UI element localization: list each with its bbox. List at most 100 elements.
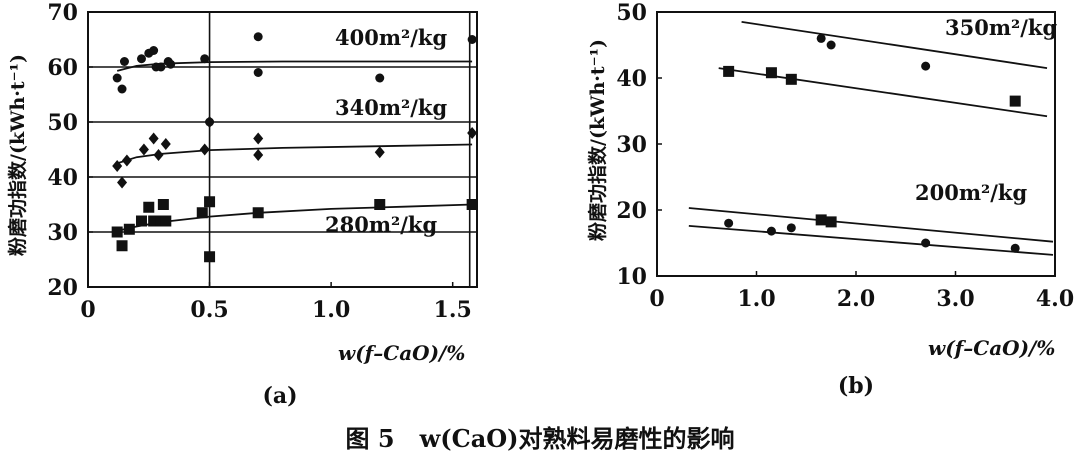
a-point-circle xyxy=(119,57,129,66)
a-point-diamond xyxy=(199,143,210,156)
a-fit-curve-0 xyxy=(116,60,473,72)
a-point-square xyxy=(157,199,169,210)
b-point-circle xyxy=(766,226,776,236)
a-x-axis-label: w(f–CaO)/% xyxy=(338,341,465,365)
a-point-diamond xyxy=(253,149,264,161)
b-point-square xyxy=(765,67,777,79)
b-x-axis-label: w(f–CaO)/% xyxy=(928,336,1055,360)
a-point-circle xyxy=(112,73,122,83)
b-y-tick-50: 50 xyxy=(616,0,647,26)
a-x-tick-labels: 0 0.5 1.0 1.5 xyxy=(80,282,472,323)
a-x-tick-1.5: 1.5 xyxy=(434,297,472,323)
a-point-circle xyxy=(253,32,263,42)
a-y-tick-20: 20 xyxy=(47,275,78,301)
b-series-label-350: 350m²/kg xyxy=(945,15,1057,40)
a-point-circle xyxy=(375,73,385,83)
a-y-tick-60: 60 xyxy=(47,55,78,81)
b-point-circle xyxy=(826,40,836,50)
figure-caption: 图 5 w(CaO)对熟料易磨性的影响 xyxy=(345,424,734,453)
a-point-square xyxy=(111,226,123,238)
a-point-circle xyxy=(253,68,263,77)
b-x-tick-labels: 0 1.0 2.0 3.0 4.0 xyxy=(649,271,1074,312)
a-point-diamond xyxy=(148,132,159,145)
a-point-circle xyxy=(200,54,210,64)
a-data-points xyxy=(111,32,478,263)
a-y-tick-40: 40 xyxy=(47,165,78,191)
a-plot-frame xyxy=(87,11,478,288)
a-y-tick-70: 70 xyxy=(47,0,78,26)
a-point-diamond xyxy=(112,160,123,172)
a-point-circle xyxy=(117,84,127,94)
b-series-label-200: 200m²/kg xyxy=(915,180,1027,205)
b-fit-lines xyxy=(688,21,1054,256)
a-point-square xyxy=(204,251,216,263)
a-point-square xyxy=(143,201,155,213)
b-point-circle xyxy=(921,61,931,71)
b-point-square xyxy=(825,216,837,228)
a-point-diamond xyxy=(117,176,128,189)
a-panel-label: (a) xyxy=(262,383,297,409)
b-point-circle xyxy=(921,238,931,248)
b-y-tick-30: 30 xyxy=(616,132,647,158)
a-point-circle xyxy=(136,54,146,64)
a-point-square xyxy=(466,199,478,210)
a-series-label-280: 280m²/kg xyxy=(325,212,437,237)
a-point-square xyxy=(116,240,128,252)
a-point-circle xyxy=(166,59,176,69)
panel-b: 10 20 30 40 50 0 1.0 2.0 3.0 4.0 350m²/kg 200m²/… xyxy=(586,0,1074,399)
a-point-diamond xyxy=(204,116,215,128)
b-y-tick-10: 10 xyxy=(616,264,647,290)
b-point-square xyxy=(723,65,735,77)
a-x-tick-0: 0 xyxy=(80,297,95,323)
a-fit-lines xyxy=(116,60,473,232)
a-point-diamond xyxy=(253,132,264,145)
b-x-tick-3.0: 3.0 xyxy=(936,286,974,312)
b-y-tick-20: 20 xyxy=(616,198,647,224)
a-point-diamond xyxy=(153,149,164,161)
a-point-square xyxy=(148,215,160,227)
b-fit-line-1-1 xyxy=(688,224,1054,256)
a-point-square xyxy=(123,223,135,235)
panel-a: 20 30 40 50 60 70 0 0.5 1.0 1.5 400m²/kg 340m²/k… xyxy=(6,0,478,409)
b-fit-line-1-0 xyxy=(688,207,1054,243)
a-point-square xyxy=(204,196,216,208)
a-y-tick-30: 30 xyxy=(47,220,78,246)
a-point-square xyxy=(135,215,147,227)
b-x-tick-1.0: 1.0 xyxy=(737,286,775,312)
a-point-square xyxy=(374,199,386,210)
b-y-tick-40: 40 xyxy=(616,66,647,92)
a-point-diamond xyxy=(374,146,385,159)
a-point-diamond xyxy=(160,138,171,150)
b-data-points xyxy=(723,33,1021,253)
a-point-circle xyxy=(149,46,159,55)
b-point-circle xyxy=(786,223,796,233)
b-point-square xyxy=(1009,95,1021,107)
b-x-tick-4.0: 4.0 xyxy=(1036,286,1074,312)
a-series-label-400: 400m²/kg xyxy=(335,25,447,50)
a-point-circle xyxy=(467,35,477,44)
b-point-square xyxy=(785,73,797,85)
a-y-tick-labels: 20 30 40 50 60 70 xyxy=(47,0,93,301)
b-point-circle xyxy=(1010,243,1020,253)
b-point-circle xyxy=(724,218,734,228)
a-series-label-340: 340m²/kg xyxy=(335,95,447,120)
a-point-diamond xyxy=(467,127,478,139)
a-y-tick-50: 50 xyxy=(47,110,78,136)
a-x-tick-1.0: 1.0 xyxy=(312,297,350,323)
b-panel-label: (b) xyxy=(838,373,874,399)
a-point-square xyxy=(252,207,264,219)
a-point-square xyxy=(160,215,172,227)
b-point-square xyxy=(815,214,827,226)
b-y-axis-label: 粉磨功指数/(kWh·t⁻¹) xyxy=(586,39,609,241)
a-point-diamond xyxy=(138,143,149,156)
b-fit-line-0-0 xyxy=(741,21,1048,69)
b-x-tick-2.0: 2.0 xyxy=(837,286,875,312)
a-point-circle xyxy=(156,62,166,72)
b-point-circle xyxy=(816,33,826,43)
a-x-tick-0.5: 0.5 xyxy=(190,297,228,323)
a-point-diamond xyxy=(121,154,132,167)
a-y-axis-label: 粉磨功指数/(kWh·t⁻¹) xyxy=(6,54,29,256)
b-x-tick-0: 0 xyxy=(649,286,664,312)
a-fit-curve-1 xyxy=(116,143,473,165)
